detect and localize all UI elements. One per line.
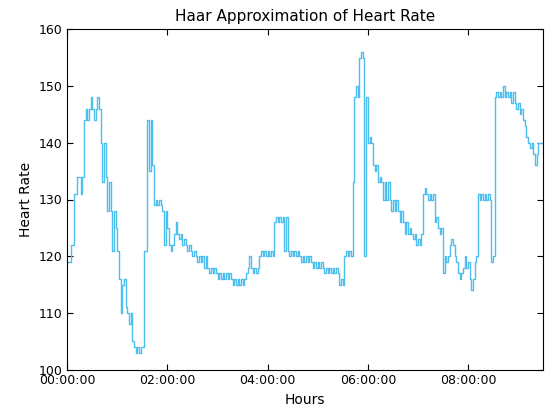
Y-axis label: Heart Rate: Heart Rate [19,162,33,237]
Title: Haar Approximation of Heart Rate: Haar Approximation of Heart Rate [175,9,435,24]
X-axis label: Hours: Hours [285,393,325,407]
